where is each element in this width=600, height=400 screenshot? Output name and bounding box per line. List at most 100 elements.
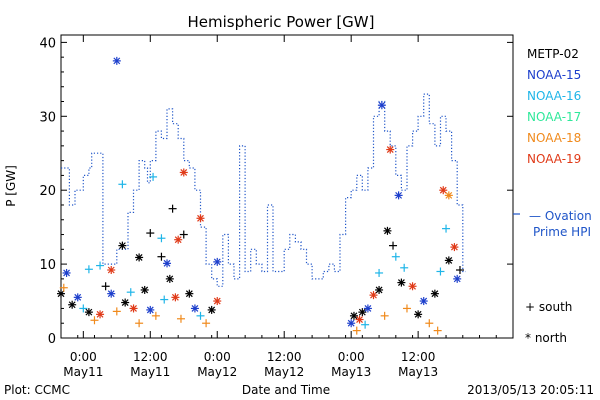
- marker-noaa-15-north: [453, 274, 462, 283]
- marker-noaa-15-north: [163, 259, 172, 268]
- marker-metp-02-north: [68, 300, 77, 309]
- marker-noaa-15-north: [363, 304, 372, 313]
- ovation-prime-hpi-series: [61, 93, 466, 287]
- marker-noaa-19-north: [129, 304, 138, 313]
- marker-noaa-19-north: [107, 266, 116, 275]
- x-tick-date: May12: [264, 365, 304, 379]
- marker-noaa-19-north: [369, 291, 378, 300]
- marker-noaa-15-north: [107, 289, 116, 298]
- marker-metp-02-north: [430, 289, 439, 298]
- marker-noaa-18-south: [433, 326, 442, 335]
- x-tick-time: 0:00: [338, 350, 365, 364]
- x-tick-time: 0:00: [70, 350, 97, 364]
- marker-noaa-19-north: [171, 293, 180, 302]
- marker-noaa-15-north: [377, 101, 386, 110]
- marker-noaa-16-south: [391, 252, 400, 261]
- legend: METP-02 NOAA-15 NOAA-16 NOAA-17 NOAA-18 NOAA-…: [513, 47, 592, 345]
- x-tick-date: May11: [130, 365, 170, 379]
- marker-noaa-19-north: [174, 235, 183, 244]
- marker-noaa-16-south: [196, 311, 205, 320]
- marker-noaa-18-south: [425, 319, 434, 328]
- marker-noaa-18-south: [112, 307, 121, 316]
- marker-metp-02-north: [207, 305, 216, 314]
- y-tick-label: 40: [39, 36, 56, 51]
- marker-noaa-15-north: [394, 191, 403, 200]
- marker-noaa-19-north: [179, 168, 188, 177]
- x-tick-date: May13: [398, 365, 438, 379]
- x-axis-label: Date and Time: [242, 383, 330, 397]
- marker-noaa-16-south: [375, 268, 384, 277]
- marker-noaa-16-south: [442, 224, 451, 233]
- marker-noaa-18-north: [444, 191, 453, 200]
- marker-metp-02-south: [146, 229, 155, 238]
- marker-noaa-18-south: [202, 319, 211, 328]
- x-tick-time: 12:00: [267, 350, 302, 364]
- y-tick-label: 20: [39, 184, 56, 199]
- marker-noaa-16-south: [84, 265, 93, 274]
- y-tick-label: 0: [48, 332, 56, 347]
- marker-metp-02-south: [179, 230, 188, 239]
- x-tick-date: May11: [63, 365, 103, 379]
- marker-metp-02-north: [397, 278, 406, 287]
- marker-noaa-19-north: [355, 315, 364, 324]
- legend-item-noaa-16: NOAA-16: [527, 89, 581, 103]
- legend-north-symbol: * north: [525, 331, 567, 345]
- x-tick-date: May13: [331, 365, 371, 379]
- y-tick-label: 30: [39, 110, 56, 125]
- marker-noaa-15-north: [347, 319, 356, 328]
- marker-metp-02-north: [185, 289, 194, 298]
- chart-title: Hemispheric Power [GW]: [188, 13, 375, 31]
- legend-ovation-line2: Prime HPI: [533, 225, 591, 239]
- legend-item-noaa-19: NOAA-19: [527, 152, 581, 166]
- satellite-markers: [57, 56, 464, 335]
- marker-noaa-16-south: [400, 263, 409, 272]
- marker-metp-02-north: [414, 310, 423, 319]
- marker-metp-02-north: [121, 298, 130, 307]
- marker-noaa-19-north: [408, 282, 417, 291]
- legend-item-metp-02: METP-02: [527, 47, 579, 61]
- marker-noaa-16-south: [149, 172, 158, 181]
- marker-metp-02-north: [444, 256, 453, 265]
- marker-noaa-16-south: [157, 234, 166, 243]
- marker-metp-02-north: [84, 308, 93, 317]
- marker-noaa-16-south: [160, 295, 169, 304]
- marker-noaa-15-north: [419, 297, 428, 306]
- plot-timestamp: 2013/05/13 20:05:11: [467, 383, 594, 397]
- x-tick-time: 12:00: [401, 350, 436, 364]
- marker-noaa-18-south: [176, 314, 185, 323]
- marker-metp-02-north: [375, 285, 384, 294]
- marker-noaa-15-north: [112, 56, 121, 65]
- marker-noaa-16-south: [118, 180, 127, 189]
- marker-noaa-15-north: [190, 304, 199, 313]
- marker-noaa-16-south: [436, 267, 445, 276]
- marker-noaa-18-south: [151, 311, 160, 320]
- marker-noaa-16-south: [126, 288, 135, 297]
- marker-noaa-19-north: [450, 243, 459, 252]
- marker-noaa-18-south: [59, 283, 68, 292]
- marker-metp-02-south: [101, 282, 110, 291]
- x-tick-time: 12:00: [133, 350, 168, 364]
- legend-south-symbol: + south: [525, 300, 572, 314]
- marker-noaa-19-north: [213, 297, 222, 306]
- marker-noaa-15-north: [213, 257, 222, 266]
- marker-metp-02-south: [168, 204, 177, 213]
- marker-metp-02-north: [140, 285, 149, 294]
- marker-metp-02-north: [349, 311, 358, 320]
- marker-noaa-19-north: [196, 214, 205, 223]
- marker-noaa-18-south: [380, 311, 389, 320]
- marker-noaa-15-north: [62, 268, 71, 277]
- marker-metp-02-north: [118, 241, 127, 250]
- marker-noaa-19-north: [386, 145, 395, 154]
- marker-noaa-16-south: [361, 320, 370, 329]
- x-tick-date: May12: [197, 365, 237, 379]
- legend-item-noaa-18: NOAA-18: [527, 131, 581, 145]
- x-tick-time: 0:00: [204, 350, 231, 364]
- marker-metp-02-south: [157, 252, 166, 261]
- marker-noaa-18-south: [90, 316, 99, 325]
- marker-metp-02-north: [165, 274, 174, 283]
- marker-noaa-15-north: [146, 305, 155, 314]
- marker-noaa-19-north: [96, 310, 105, 319]
- y-axis-label: P [GW]: [4, 165, 18, 207]
- marker-noaa-16-south: [79, 304, 88, 313]
